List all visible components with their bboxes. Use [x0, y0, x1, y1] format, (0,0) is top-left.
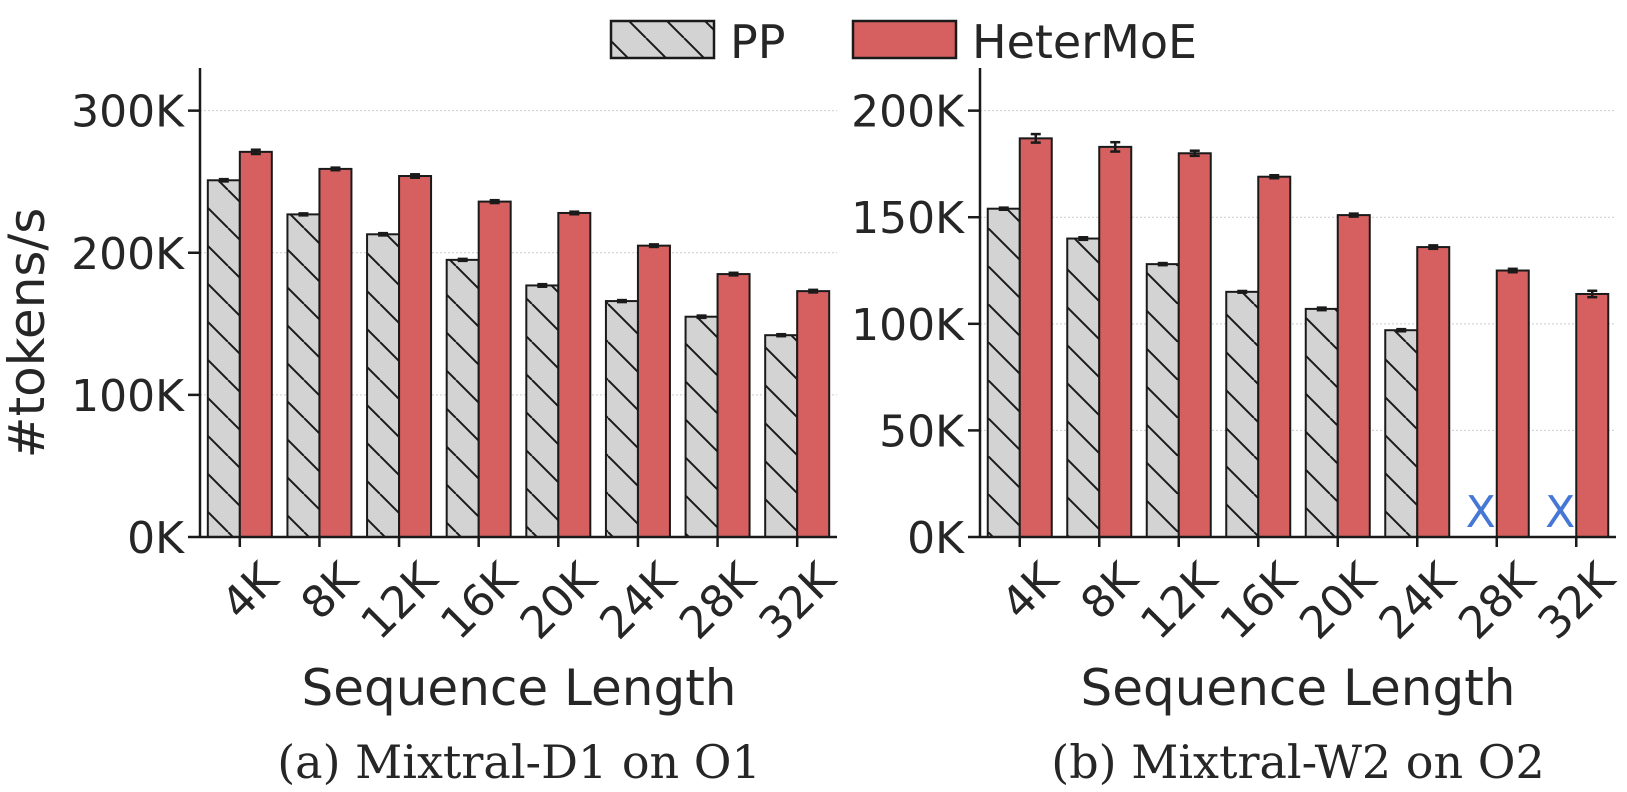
legend: PP HeterMoE [609, 15, 1197, 69]
bar-heter-20K [1336, 214, 1371, 538]
y-tick-label: 100K [851, 300, 965, 351]
legend-heter-swatch [851, 19, 958, 60]
bar-pp-12K [1145, 263, 1180, 538]
bar-heter-8K [1098, 145, 1133, 539]
legend-pp-label: PP [730, 15, 785, 69]
x-tick-label: 24K [590, 553, 687, 650]
x-tick-label: 28K [670, 553, 767, 650]
x-tick-label: 20K [1290, 553, 1387, 650]
bar-pp-20K [1304, 307, 1339, 538]
x-tick-label: 4K [212, 553, 289, 630]
bar-heter-32K [796, 290, 831, 538]
x-axis-label: Sequence Length [1081, 659, 1516, 717]
x-tick-label: 28K [1449, 553, 1546, 650]
chart-panel-a: #tokens/s Sequence Length (a) Mixtral-D1… [0, 68, 846, 789]
x-tick-label: 32K [1529, 553, 1626, 650]
y-tick-label: 150K [851, 193, 965, 244]
x-tick-label: 16K [1211, 553, 1308, 650]
bar-heter-8K [318, 167, 353, 538]
x-tick-label: 24K [1370, 553, 1467, 650]
y-axis-label: #tokens/s [0, 208, 56, 459]
bar-heter-32K [1575, 292, 1610, 538]
legend-pp-swatch [609, 19, 716, 60]
caption-b: (b) Mixtral-W2 on O2 [1051, 735, 1544, 789]
bar-heter-28K [1495, 269, 1530, 538]
bar-heter-4K [238, 150, 273, 539]
y-tick-label: 200K [851, 87, 965, 138]
bar-heter-24K [636, 244, 671, 538]
x-axis-label: Sequence Length [302, 659, 737, 717]
bar-pp-12K [366, 233, 401, 538]
x-tick-label: 12K [1131, 553, 1228, 650]
bar-heter-24K [1416, 246, 1451, 538]
bar-pp-8K [286, 213, 321, 538]
x-tick-label: 4K [992, 553, 1069, 630]
legend-heter-label: HeterMoE [972, 15, 1197, 69]
x-tick-label: 16K [431, 553, 528, 650]
bar-heter-16K [477, 200, 512, 538]
bar-heter-12K [1177, 152, 1212, 538]
bar-pp-28K [684, 315, 719, 538]
y-tick-label: 200K [71, 229, 185, 280]
bar-pp-8K [1066, 237, 1101, 539]
y-tick-label: 50K [879, 406, 965, 457]
bar-pp-4K [206, 179, 241, 538]
y-tick-label: 100K [71, 371, 185, 422]
missing-marker: X [1545, 487, 1575, 538]
x-tick-label: 20K [511, 553, 608, 650]
bar-heter-16K [1257, 175, 1292, 539]
bar-heter-4K [1018, 137, 1053, 538]
bar-pp-16K [445, 258, 480, 538]
bar-pp-24K [1384, 329, 1419, 538]
bar-heter-20K [557, 211, 592, 539]
caption-a: (a) Mixtral-D1 on O1 [277, 735, 761, 789]
bar-pp-4K [986, 207, 1021, 538]
x-tick-label: 12K [351, 553, 448, 650]
y-tick-label: 0K [127, 513, 185, 564]
bar-pp-24K [604, 300, 639, 539]
bar-pp-20K [525, 284, 560, 539]
bar-pp-32K [764, 334, 799, 538]
missing-marker: X [1466, 487, 1496, 538]
bar-pp-16K [1225, 290, 1260, 538]
y-tick-label: 0K [907, 513, 965, 564]
y-tick-label: 300K [71, 87, 185, 138]
chart-panel-b: Sequence Length (b) Mixtral-W2 on O2 0K 5… [851, 68, 1625, 789]
bar-heter-28K [716, 273, 751, 538]
bar-heter-12K [398, 175, 433, 538]
x-tick-label: 32K [750, 553, 847, 650]
